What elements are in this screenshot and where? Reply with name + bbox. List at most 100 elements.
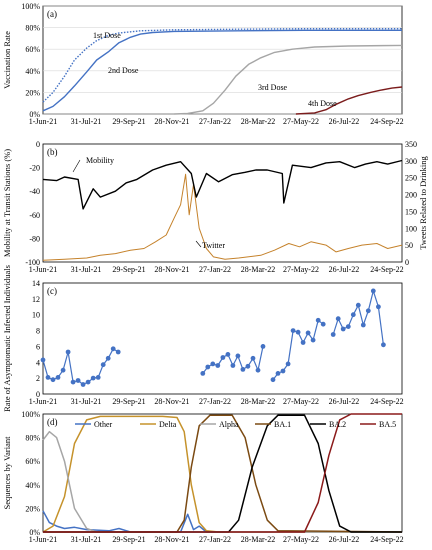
data-point — [245, 363, 251, 369]
annotation-leader — [72, 159, 81, 173]
x-tick-label: 27-May-22 — [283, 397, 319, 406]
data-point — [40, 357, 46, 363]
y-tick-label: 100% — [21, 410, 40, 419]
plot-frame — [42, 413, 403, 533]
data-point — [350, 312, 356, 318]
y-tick-label: -20 — [29, 164, 40, 173]
y-tick-label: 12 — [32, 295, 40, 304]
y2-tick-label: 50 — [405, 241, 413, 250]
plot-frame — [42, 143, 403, 263]
annotation-label: Mobility — [86, 156, 114, 165]
asymptomatic-line — [42, 348, 119, 386]
annotation-label: 2nd Dose — [108, 66, 139, 75]
y-axis-label: Mobility at Transit Stations (%) — [2, 149, 12, 257]
x-tick-label: 28-Nov-21 — [154, 265, 189, 274]
series-line — [295, 86, 403, 115]
x-tick-label: 24-Sep-22 — [370, 535, 403, 544]
data-point — [50, 377, 56, 383]
x-tick-label: 24-Sep-22 — [370, 117, 403, 126]
y-tick-label: -100 — [25, 258, 40, 267]
data-point — [80, 382, 86, 387]
panel-label: (d) — [47, 417, 58, 427]
x-tick-label: 28-Mar-22 — [241, 117, 276, 126]
x-tick-label: 1-Jun-21 — [29, 397, 57, 406]
panel-label: (c) — [47, 286, 57, 296]
y-tick-label: 0 — [36, 390, 40, 399]
x-tick-label: 26-Jul-22 — [329, 397, 360, 406]
data-point — [285, 361, 291, 367]
x-tick-label: 27-Jan-22 — [199, 397, 231, 406]
y-tick-label: 0 — [36, 140, 40, 149]
x-tick-label: 28-Mar-22 — [241, 265, 276, 274]
data-point — [345, 324, 351, 329]
data-point — [315, 317, 321, 323]
annotation-leader — [195, 240, 202, 248]
x-tick-label: 28-Nov-21 — [154, 397, 189, 406]
data-point — [335, 316, 341, 322]
data-point — [260, 344, 266, 349]
y2-tick-label: 200 — [405, 191, 417, 200]
asymptomatic-line — [272, 319, 324, 381]
y-tick-label: 6 — [36, 342, 40, 351]
y-tick-label: 40% — [25, 481, 40, 490]
panel-label: (b) — [47, 147, 58, 157]
x-tick-label: 31-Jul-21 — [71, 117, 102, 126]
x-tick-label: 29-Sep-21 — [112, 535, 145, 544]
y-tick-label: 80% — [25, 24, 40, 33]
x-tick-label: 24-Sep-22 — [370, 265, 403, 274]
annotation-label: Twitter — [202, 241, 225, 250]
data-point — [240, 367, 246, 372]
legend-label: BA.1 — [274, 420, 291, 429]
y-tick-label: 20% — [25, 504, 40, 513]
plot-frame — [42, 282, 403, 395]
y-tick-label: 60% — [25, 457, 40, 466]
x-tick-label: 27-Jan-22 — [199, 535, 231, 544]
x-tick-label: 31-Jul-21 — [71, 397, 102, 406]
data-point — [85, 379, 91, 385]
y-axis-label: Vaccination Rate — [2, 31, 12, 89]
data-point — [115, 349, 121, 355]
data-point — [330, 332, 336, 337]
y2-tick-label: 300 — [405, 157, 417, 166]
y2-tick-label: 350 — [405, 140, 417, 149]
data-point — [230, 363, 236, 368]
data-point — [320, 321, 326, 327]
asymptomatic-line — [332, 290, 384, 345]
x-tick-label: 27-May-22 — [283, 117, 319, 126]
data-point — [270, 377, 276, 383]
data-point — [355, 302, 361, 308]
data-point — [220, 355, 226, 360]
x-tick-label: 27-Jan-22 — [199, 117, 231, 126]
y2-tick-label: 250 — [405, 174, 417, 183]
data-point — [360, 322, 366, 328]
data-point — [381, 342, 386, 348]
y-tick-label: 60% — [25, 45, 40, 54]
x-tick-label: 1-Jun-21 — [29, 535, 57, 544]
legend-label: Alpha — [219, 420, 239, 429]
x-tick-label: 26-Jul-22 — [329, 535, 360, 544]
panel-label: (a) — [47, 9, 57, 19]
data-point — [75, 378, 81, 383]
y-tick-label: 4 — [36, 358, 40, 367]
x-tick-label: 28-Nov-21 — [154, 117, 189, 126]
variant-line — [43, 414, 403, 533]
legend-label: Other — [94, 420, 113, 429]
data-point — [300, 340, 306, 345]
x-tick-label: 31-Jul-21 — [71, 265, 102, 274]
legend-label: Delta — [159, 420, 177, 429]
x-tick-label: 28-Nov-21 — [154, 535, 189, 544]
y-tick-label: 100% — [21, 2, 40, 11]
variant-line — [43, 413, 402, 533]
data-point — [255, 367, 261, 373]
panel-1: 0% 20% 40% 60% 80% 100% 1-Jun-21 31-Jul-21 29-Se… — [2, 2, 404, 126]
legend-label: BA.2 — [329, 420, 346, 429]
x-tick-label: 1-Jun-21 — [29, 265, 57, 274]
x-tick-label: 1-Jun-21 — [29, 117, 57, 126]
y-tick-label: 0% — [29, 110, 40, 119]
series-line — [42, 29, 402, 112]
variant-line — [42, 510, 402, 533]
data-point — [225, 352, 231, 357]
variant-line — [43, 414, 402, 533]
y-tick-label: -80 — [29, 234, 40, 243]
